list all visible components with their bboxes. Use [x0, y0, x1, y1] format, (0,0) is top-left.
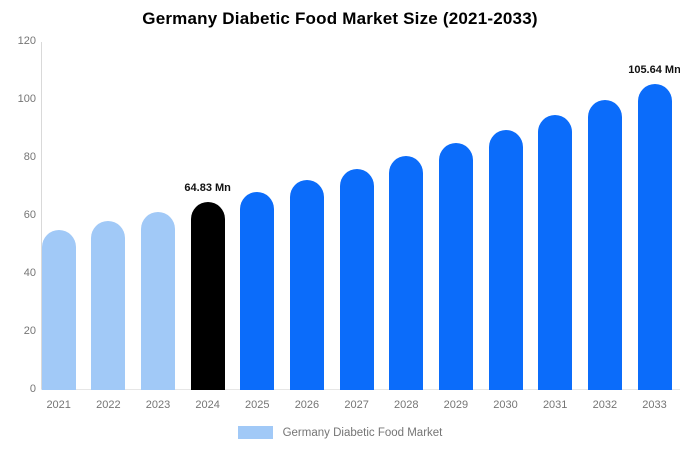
data-label-2033: 105.64 Mn — [628, 63, 680, 76]
bar-2029 — [438, 143, 473, 390]
x-tick-label-2032: 2032 — [592, 399, 618, 411]
bar-2028 — [389, 156, 424, 390]
x-tick-label-2031: 2031 — [542, 399, 568, 411]
bar-2022 — [91, 221, 126, 390]
legend: Germany Diabetic Food Market — [0, 426, 680, 439]
legend-label: Germany Diabetic Food Market — [282, 426, 443, 439]
bar-2021 — [41, 230, 76, 390]
x-tick-label-2028: 2028 — [394, 399, 419, 411]
bar-2031 — [538, 115, 573, 390]
bar-2025 — [240, 191, 275, 390]
x-tick-label-2025: 2025 — [245, 399, 270, 411]
legend-swatch — [237, 426, 273, 439]
y-tick-label: 40 — [23, 267, 36, 279]
x-tick-label-2029: 2029 — [443, 399, 469, 411]
x-tick-label-2021: 2021 — [46, 399, 71, 411]
y-tick-label: 100 — [17, 93, 36, 105]
bar-2032 — [587, 99, 622, 390]
y-tick-label: 120 — [17, 35, 36, 47]
bar-2033 — [637, 83, 672, 390]
x-tick-label-2033: 2033 — [642, 399, 667, 411]
bar-2027 — [339, 168, 374, 390]
chart-title: Germany Diabetic Food Market Size (2021-… — [142, 9, 538, 28]
x-tick-label-2027: 2027 — [344, 399, 369, 411]
y-tick-label: 0 — [29, 383, 36, 395]
x-tick-label-2026: 2026 — [294, 399, 320, 411]
bar-2024 — [190, 201, 225, 390]
y-tick-label: 20 — [23, 325, 36, 337]
y-tick-label: 60 — [23, 209, 36, 221]
x-tick-label-2030: 2030 — [493, 399, 518, 411]
x-tick-label-2022: 2022 — [96, 399, 121, 411]
bar-2026 — [289, 180, 324, 390]
y-tick-label: 80 — [23, 151, 36, 163]
bar-2023 — [141, 211, 175, 390]
y-axis-line — [41, 42, 42, 390]
data-label-2024: 64.83 Mn — [184, 181, 231, 194]
bar-2030 — [488, 129, 523, 390]
x-tick-label-2023: 2023 — [145, 399, 171, 411]
x-tick-label-2024: 2024 — [195, 399, 220, 411]
